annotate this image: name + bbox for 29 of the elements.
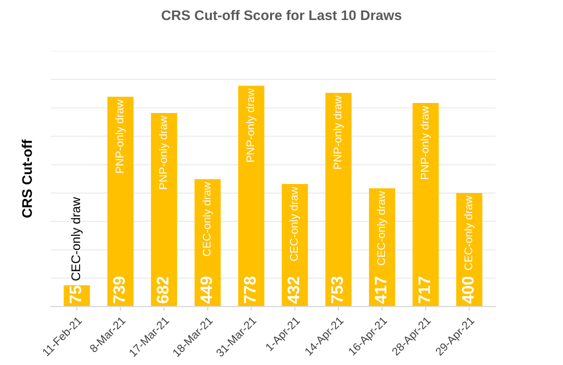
bar <box>238 86 264 307</box>
annotation: PNP-only draw <box>333 96 344 169</box>
data-label: 400 <box>462 276 474 304</box>
data-label: 449 <box>200 276 212 304</box>
annotation: PNP-only draw <box>420 106 431 180</box>
data-label: 682 <box>156 276 169 304</box>
data-label: 778 <box>244 276 256 304</box>
bar <box>456 193 482 307</box>
data-label: 753 <box>331 276 343 304</box>
y-axis-title: CRS Cut-off <box>22 139 32 218</box>
bar <box>194 179 221 307</box>
data-label: 432 <box>288 276 300 304</box>
data-label: 417 <box>374 276 386 304</box>
annotation: CEC-only draw <box>71 197 83 281</box>
data-label: 739 <box>113 276 125 304</box>
annotation: CEC-only draw <box>290 186 300 261</box>
annotation: CEC-only draw <box>464 196 474 270</box>
bar <box>412 103 439 307</box>
data-label: 717 <box>418 276 430 304</box>
annotation: CEC-only draw <box>376 190 388 266</box>
data-label: 75 <box>70 286 82 304</box>
annotation: PNP-only draw <box>115 100 126 173</box>
annotation: PNP-only draw <box>246 88 256 162</box>
bar <box>325 92 352 307</box>
annotation: PNP-only draw <box>158 116 170 189</box>
chart-title: CRS Cut-off Score for Last 10 Draws <box>162 10 402 20</box>
bar <box>150 112 178 307</box>
annotation: CEC-only draw <box>202 182 213 256</box>
bar <box>107 96 134 307</box>
